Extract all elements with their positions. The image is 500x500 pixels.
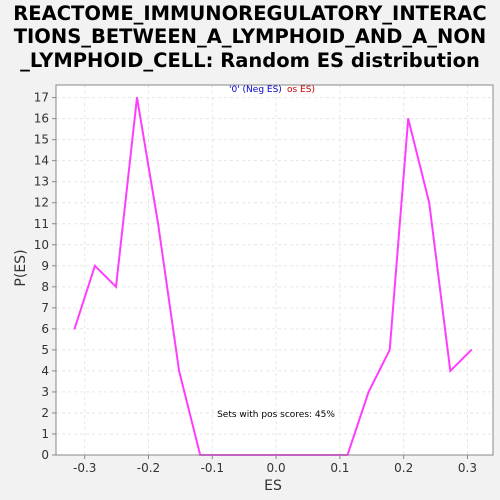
data-point (449, 370, 452, 372)
y-tick-label: 16 (34, 112, 49, 126)
legend-neg-label: '0' (Neg ES) (229, 85, 282, 95)
y-tick-label: 11 (34, 217, 49, 231)
plot-frame (55, 84, 494, 456)
data-point (157, 222, 159, 225)
y-axis-label: P(ES) (13, 249, 29, 286)
title-line-1: REACTOME_IMMUNOREGULATORY_INTERAC (13, 2, 486, 25)
data-point (115, 286, 117, 288)
y-tick-label: 7 (41, 301, 49, 315)
pos-score-annotation: Sets with pos scores: 45% (217, 410, 335, 420)
x-tick-label: 0.1 (330, 461, 349, 475)
title-line-3: _LYMPHOID_CELL: Random ES distribution (20, 49, 480, 72)
title-line-2: TIONS_BETWEEN_A_LYMPHOID_AND_A_NON (14, 25, 487, 48)
y-tick-label: 5 (41, 343, 49, 357)
x-tick-label: -0.3 (73, 461, 96, 475)
y-tick-label: 9 (41, 259, 49, 273)
x-tick-label: -0.1 (201, 461, 224, 475)
y-tick-label: 15 (34, 133, 49, 147)
data-point (367, 391, 370, 393)
data-point (94, 264, 96, 267)
y-tick-label: 1 (41, 427, 49, 441)
data-point (136, 96, 138, 99)
data-point (388, 349, 391, 351)
y-tick-label: 8 (41, 280, 49, 294)
y-tick-label: 10 (34, 238, 49, 252)
y-tick-label: 13 (34, 175, 49, 189)
x-tick-label: 0.0 (267, 461, 286, 475)
x-axis-ticks: -0.3 -0.2 -0.1 0.0 0.1 0.2 0.3 (73, 455, 477, 475)
data-point (407, 117, 409, 120)
x-axis-label: ES (264, 478, 282, 494)
chart-title: REACTOME_IMMUNOREGULATORY_INTERAC TIONS_… (13, 2, 486, 72)
data-point (470, 349, 473, 351)
x-tick-label: 0.3 (458, 461, 477, 475)
legend: '0' (Neg ES) os ES) (229, 85, 315, 95)
x-tick-label: -0.2 (137, 461, 160, 475)
data-point (73, 328, 76, 330)
y-tick-label: 14 (34, 154, 49, 168)
y-tick-label: 2 (41, 406, 49, 420)
y-tick-label: 0 (41, 448, 49, 462)
data-point (428, 201, 431, 204)
y-tick-label: 17 (34, 91, 49, 105)
plot-area (56, 85, 493, 455)
legend-pos-label: os ES) (287, 85, 315, 95)
grid (56, 85, 493, 456)
y-tick-label: 4 (41, 364, 49, 378)
y-tick-label: 12 (34, 196, 49, 210)
y-tick-label: 6 (41, 322, 49, 336)
y-tick-label: 3 (41, 385, 49, 399)
data-point (178, 370, 180, 372)
x-tick-label: 0.2 (394, 461, 413, 475)
